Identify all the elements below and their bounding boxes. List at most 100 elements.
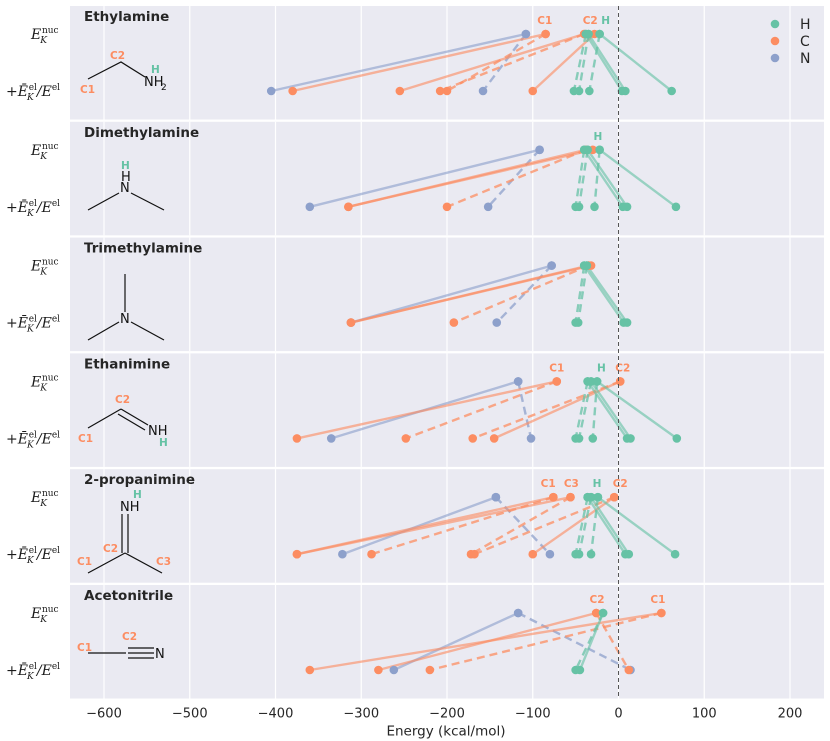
- connector-n-dashed: [482, 33, 527, 92]
- point-top-h: [586, 492, 596, 502]
- atom-label-c2: C2: [110, 50, 125, 62]
- row-label-el: +ĒKel/Eel: [6, 198, 60, 219]
- point-top-h: [593, 492, 603, 502]
- panel-acetonitrile: Acetonitrile EKnuc +ĒKel/Eel C2 C1: [6, 585, 824, 699]
- point-bottom-c: [468, 434, 478, 443]
- point-bottom-c: [395, 86, 405, 96]
- connector-h-solid: [590, 496, 630, 555]
- atom-label-c1: C1: [78, 433, 93, 445]
- connector-h-solid: [586, 149, 629, 208]
- point-bottom-c: [374, 665, 383, 675]
- connector-h-dashed: [574, 496, 589, 555]
- connector-c-solid: [378, 611, 597, 672]
- panel-title: Acetonitrile: [84, 588, 173, 604]
- x-tick-label: 100: [692, 707, 717, 722]
- point-top-n: [513, 377, 523, 386]
- panel-title: 2-propanimine: [84, 472, 195, 488]
- connector-c-dashed: [470, 496, 572, 556]
- point-label-c1: C1: [549, 362, 564, 374]
- point-bottom-c: [344, 202, 353, 212]
- connector-h-dashed: [591, 381, 599, 439]
- connector-n-dashed: [517, 381, 533, 439]
- point-bottom-c: [367, 549, 376, 559]
- point-top-h: [598, 608, 608, 618]
- point-bottom-n: [478, 86, 488, 96]
- point-bottom-h: [575, 665, 585, 675]
- point-label-c1: C1: [650, 594, 665, 606]
- atom-label-h: H: [159, 437, 168, 449]
- connector-h-solid: [597, 496, 676, 556]
- point-label-h: H: [601, 15, 610, 27]
- connector-c-solid: [399, 32, 585, 93]
- point-label-c3: C3: [564, 478, 579, 490]
- point-bottom-h: [670, 549, 680, 559]
- point-bottom-h: [574, 549, 584, 559]
- point-bottom-h: [585, 86, 594, 96]
- connector-c-dashed: [429, 611, 662, 672]
- structure-acetonitrile: C1 C2 N: [77, 631, 165, 662]
- row-label-el: +ĒKel/Eel: [6, 545, 60, 566]
- x-tick-label: −600: [86, 707, 122, 722]
- point-bottom-c: [292, 434, 302, 443]
- atom-nh: NH: [148, 424, 168, 439]
- point-bottom-h: [586, 549, 596, 559]
- point-label-h: H: [594, 131, 603, 143]
- x-tick-label: 0: [614, 707, 622, 722]
- atom-label-c1: C1: [80, 84, 95, 96]
- point-top-c: [591, 608, 601, 618]
- point-top-h: [583, 145, 592, 155]
- point-bottom-h: [588, 434, 598, 443]
- atom-label-c2: C2: [115, 394, 130, 406]
- point-bottom-h: [574, 202, 584, 212]
- panel-title: Dimethylamine: [84, 125, 199, 141]
- connector-h-dashed: [574, 612, 605, 671]
- point-top-n: [535, 145, 544, 155]
- row-label-nuc: EKnuc: [30, 258, 59, 278]
- connector-h-solid: [585, 264, 629, 324]
- connector-c-solid: [350, 264, 592, 324]
- point-top-c: [549, 492, 558, 502]
- point-label-c2: C2: [590, 594, 605, 606]
- point-top-h: [584, 29, 593, 39]
- connector-c-dashed: [446, 32, 547, 93]
- atom-label-c2: C2: [103, 543, 118, 555]
- point-bottom-h: [574, 434, 584, 443]
- connector-h-solid: [578, 612, 605, 671]
- structure-ethanimine: C1 C2 NH H: [78, 394, 168, 449]
- point-bottom-h: [573, 318, 583, 327]
- row-label-el: +ĒKel/Eel: [6, 82, 60, 103]
- point-top-h: [595, 145, 604, 155]
- point-label-c2: C2: [583, 15, 598, 27]
- atom-sub-2: 2: [161, 83, 167, 93]
- point-label-c2: C2: [615, 362, 630, 374]
- x-tick-label: −300: [343, 707, 379, 722]
- point-bottom-c: [288, 86, 297, 96]
- connector-c-solid: [532, 496, 615, 556]
- atom-n: N: [120, 312, 130, 327]
- atom-label-c1: C1: [77, 556, 92, 568]
- point-label-c1: C1: [541, 478, 556, 490]
- row-label-nuc: EKnuc: [30, 605, 59, 625]
- point-bottom-c: [528, 549, 538, 559]
- connector-h-solid: [598, 33, 673, 92]
- point-bottom-c: [442, 86, 452, 96]
- point-top-n: [547, 261, 556, 270]
- point-bottom-n: [305, 202, 315, 212]
- legend-label-h: H: [800, 17, 811, 33]
- point-bottom-c: [470, 549, 479, 559]
- connector-n-solid: [341, 496, 497, 556]
- point-top-h: [592, 377, 602, 386]
- atom-n: N: [155, 647, 165, 662]
- connector-h-solid: [584, 33, 623, 92]
- panel-dimethylamine: Dimethylamine EKnuc +ĒKel/Eel H: [6, 121, 824, 236]
- point-bottom-n: [326, 434, 336, 443]
- x-tick-label: 200: [778, 707, 803, 722]
- connector-h-dashed: [577, 33, 590, 92]
- atom-label-c2: C2: [122, 631, 137, 643]
- point-top-c: [541, 29, 550, 39]
- point-top-h: [595, 29, 604, 39]
- point-top-h: [582, 261, 592, 270]
- legend-marker-c: [770, 36, 780, 46]
